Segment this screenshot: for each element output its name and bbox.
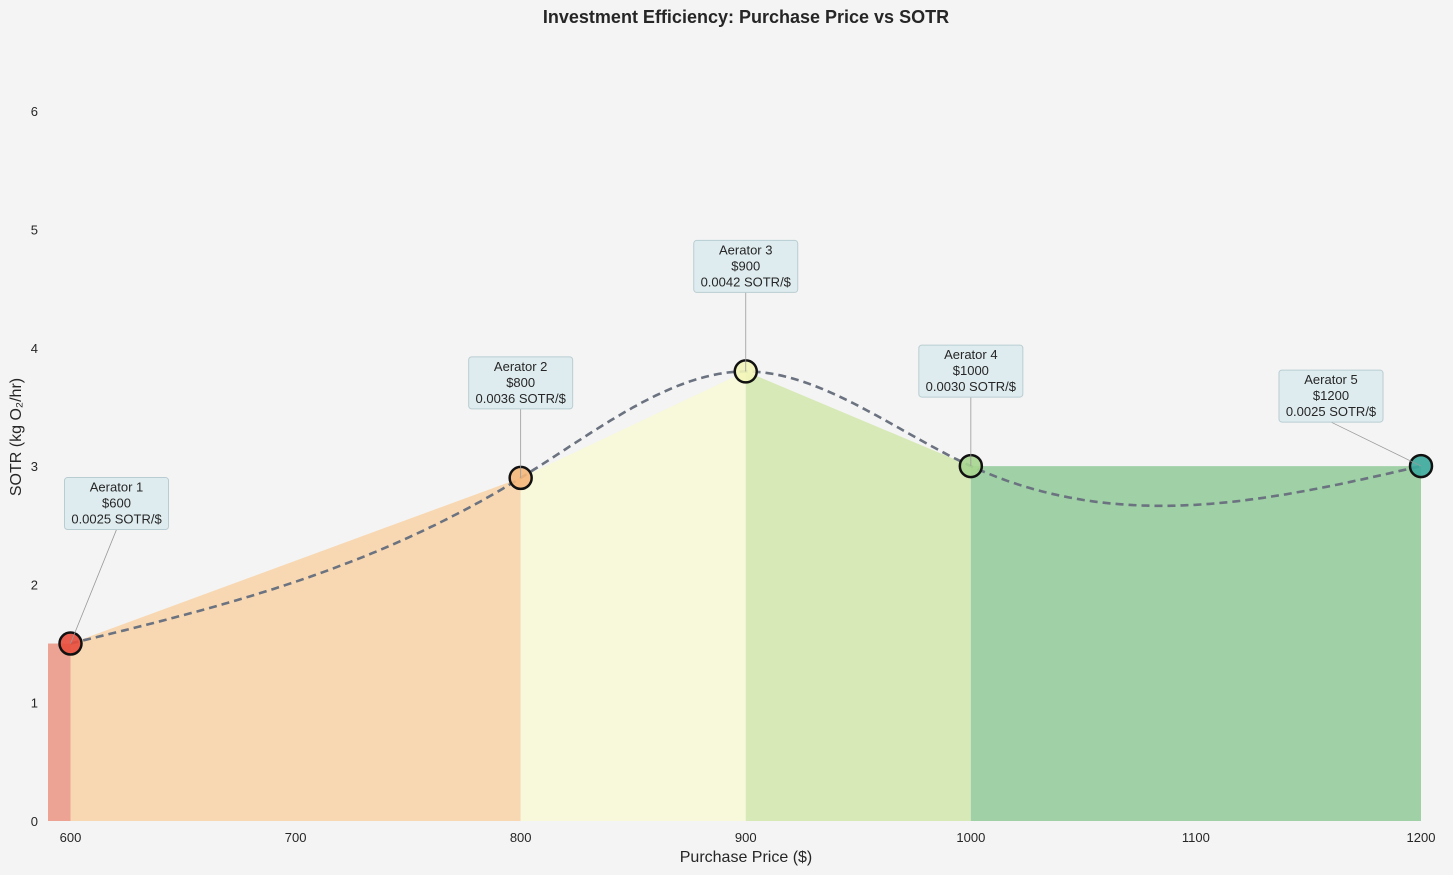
annotation-box	[1278, 369, 1384, 423]
annotation-text: Aerator 3	[719, 242, 772, 257]
y-tick-label: 0	[31, 814, 38, 829]
markers	[58, 359, 1434, 656]
x-tick-label: 900	[735, 830, 757, 845]
y-tick-label: 2	[31, 577, 38, 592]
annotation-box	[693, 239, 799, 293]
annotation-leader	[1330, 421, 1422, 467]
area-fills	[48, 371, 1421, 821]
annotation-text: $1200	[1313, 388, 1349, 403]
annotation-text: 0.0030 SOTR/$	[926, 379, 1017, 394]
y-tick-label: 4	[31, 341, 38, 356]
chart-title: Investment Efficiency: Purchase Price vs…	[543, 7, 949, 27]
y-axis-ticks: 0 1 2 3 4 5 6	[31, 104, 38, 829]
annotation-text: Aerator 2	[494, 359, 547, 374]
annotation-text: $600	[102, 496, 131, 511]
annotation-text: $1000	[953, 363, 989, 378]
area-fill-segment	[520, 371, 746, 821]
x-tick-label: 600	[60, 830, 82, 845]
x-tick-label: 1200	[1407, 830, 1436, 845]
annotation-text: 0.0036 SOTR/$	[476, 391, 567, 406]
annotation-text: $800	[506, 375, 535, 390]
x-tick-label: 700	[285, 830, 307, 845]
annotation-text: $900	[731, 258, 760, 273]
x-axis-label: Purchase Price ($)	[680, 849, 813, 866]
annotation-leader	[70, 529, 117, 644]
x-axis-ticks: 600 700 800 900 1000 1100 1200	[60, 830, 1436, 845]
annotation-text: Aerator 1	[90, 480, 143, 495]
y-tick-label: 1	[31, 696, 38, 711]
x-tick-label: 1000	[956, 830, 985, 845]
x-tick-label: 800	[510, 830, 532, 845]
y-axis-label: SOTR (kg O₂/hr)	[8, 378, 25, 496]
annotation-text: Aerator 4	[944, 347, 997, 362]
area-fill-segment	[48, 643, 71, 821]
annotation-box	[468, 356, 574, 410]
annotation-text: 0.0025 SOTR/$	[1286, 404, 1377, 419]
annotation-box	[918, 344, 1024, 398]
y-tick-label: 5	[31, 222, 38, 237]
area-fill-segment	[745, 371, 971, 821]
x-tick-label: 1100	[1182, 830, 1210, 845]
area-fill-segment	[70, 477, 521, 821]
y-tick-label: 6	[31, 104, 38, 119]
area-fill-segment	[970, 466, 1421, 821]
annotation-text: 0.0025 SOTR/$	[71, 512, 162, 527]
y-tick-label: 3	[31, 459, 38, 474]
annotation-text: Aerator 5	[1304, 372, 1357, 387]
annotation-box	[64, 477, 170, 531]
annotation-text: 0.0042 SOTR/$	[701, 274, 792, 289]
